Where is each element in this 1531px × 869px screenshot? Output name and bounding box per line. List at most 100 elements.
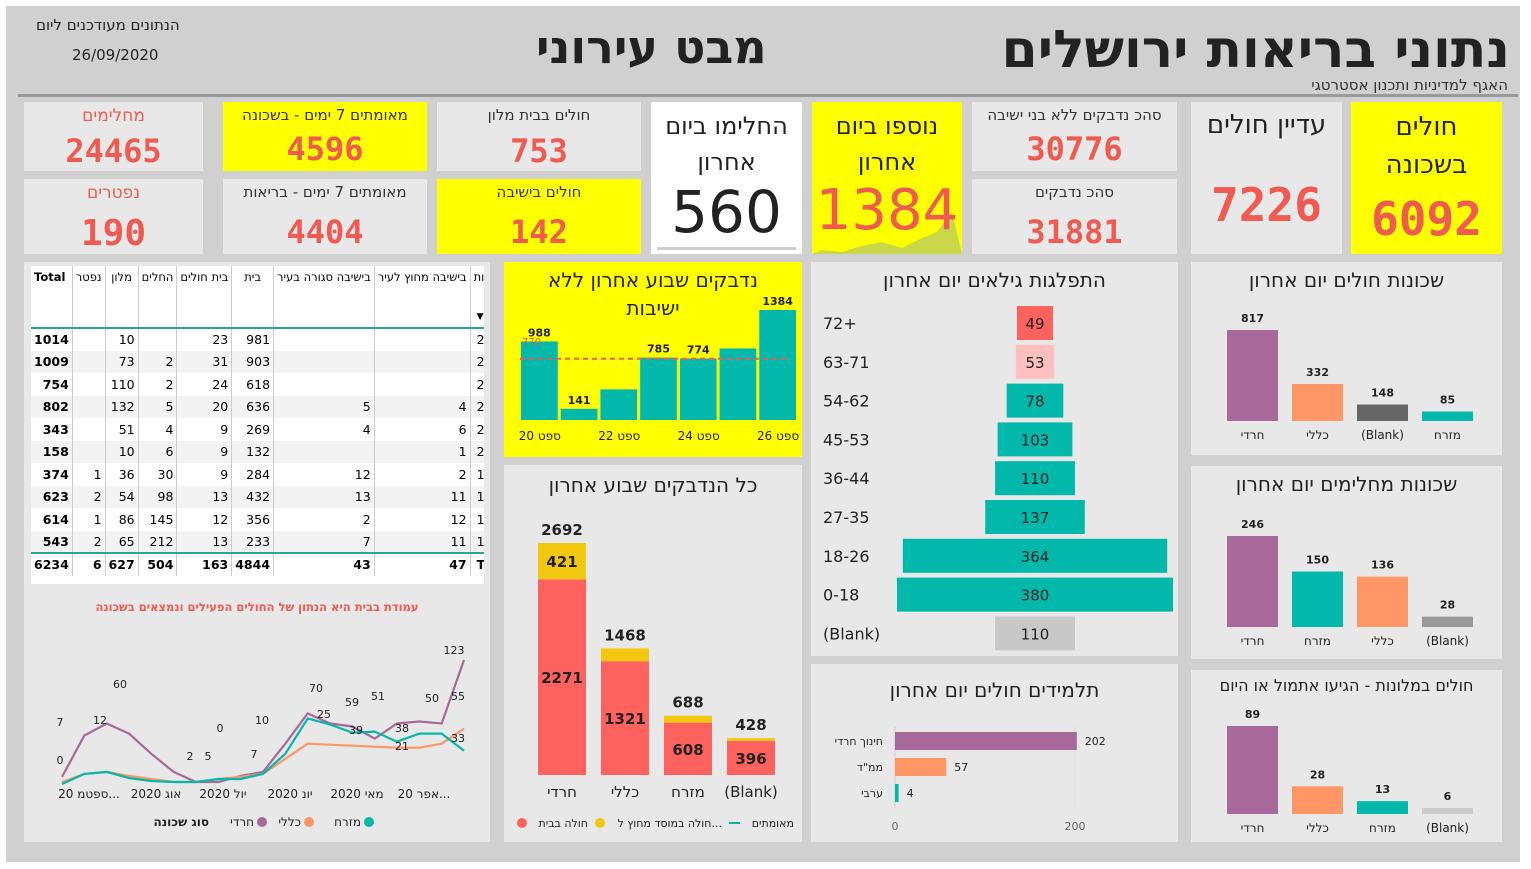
kpi-still-sick: עדיין חולים 7226 xyxy=(1191,102,1342,254)
table-cell xyxy=(72,418,106,441)
category-label: מזרח xyxy=(671,783,705,801)
table-row[interactable]: 8021325206365422/09/2020 xyxy=(31,395,484,418)
table-cell: 374 xyxy=(31,463,73,486)
table-cell: 54 xyxy=(105,485,139,508)
table-cell: 1009 xyxy=(31,350,73,373)
line-annotation: 50 xyxy=(425,692,439,705)
line-annotation: 7 xyxy=(57,716,64,729)
kpi-label: חולים בבית מלון xyxy=(487,106,591,124)
table-body: 1014102398125/09/202010097323190324/09/2… xyxy=(31,328,484,576)
bar xyxy=(1422,411,1473,421)
table-cell xyxy=(72,373,106,396)
bar xyxy=(719,348,757,420)
table-cell xyxy=(374,328,471,351)
chart-title: שכונות מחלימים יום אחרון xyxy=(1235,472,1458,496)
nbhd-recovered-panel: שכונות מחלימים יום אחרון 246 חרדי 150 מזרח 1… xyxy=(1191,466,1502,659)
table-cell: 2 xyxy=(72,485,106,508)
age-distribution-panel: התפלגות גילאים יום אחרון 49 72+ 53 63-71 78 5… xyxy=(811,262,1178,656)
table-row[interactable]: 37413630928412219/09/2020 xyxy=(31,463,484,486)
kpi-label: נפטרים xyxy=(86,183,141,203)
table-cell xyxy=(273,350,375,373)
bar xyxy=(895,758,947,776)
data-label: 785 xyxy=(647,343,670,356)
table-cell: 30 xyxy=(138,463,178,486)
line-annotation: 70 xyxy=(309,682,323,695)
table-row[interactable]: 6232549813432131118/09/2020 xyxy=(31,485,484,508)
line-annotation: 0 xyxy=(57,754,64,767)
table-cell: 754 xyxy=(31,373,73,396)
kpi-value: 6092 xyxy=(1371,192,1482,246)
col-recovered[interactable]: החלים xyxy=(138,266,178,328)
tick-label: 0 xyxy=(892,820,899,833)
col-date[interactable]: מועד איתור בריאות ▼ xyxy=(470,266,484,328)
tick-label: 200 xyxy=(1065,820,1086,833)
col-hospital[interactable]: בית חולים xyxy=(176,266,233,328)
tick-label: ספט 26 xyxy=(757,429,799,443)
table-cell: 6 xyxy=(138,440,178,463)
table-cell: 802 xyxy=(31,395,73,418)
table-cell: 132 xyxy=(231,440,275,463)
nbhd-sick-panel: שכונות חולים יום אחרון 817 חרדי 332 כללי 148… xyxy=(1191,262,1502,455)
table-cell: 233 xyxy=(231,530,275,553)
bar xyxy=(560,408,598,420)
table-cell: 11 xyxy=(374,530,471,553)
data-label: 1321 xyxy=(604,710,646,728)
col-yeshiva-in[interactable]: בישיבה סגורה בעיר xyxy=(273,266,375,328)
dashboard-subtitle: האגף למדיניות ותכנון אסטרטגי xyxy=(1311,76,1508,94)
col-hotel[interactable]: מלון xyxy=(105,266,139,328)
data-table-wrap[interactable]: Total נפטר מלון החלים בית חולים בית בישי… xyxy=(31,266,484,584)
weekly-no-yeshiva-chart[interactable]: 988 141 785 774 1384 770 ספט 20 ספט 22 ספט 24 ספט… xyxy=(504,262,802,457)
table-cell: 132 xyxy=(105,395,139,418)
students-sick-chart[interactable]: 202 חינוך חרדי 57 ממ"ד 4 ערבי 0 200 xyxy=(811,664,1178,842)
col-total[interactable]: Total xyxy=(31,266,73,328)
nbhd-sick-chart[interactable]: 817 חרדי 332 כללי 148 (Blank) 85 מזרח xyxy=(1191,262,1502,455)
data-label: 57 xyxy=(954,761,968,774)
data-label: 78 xyxy=(1025,393,1044,411)
legend-dot xyxy=(257,817,267,827)
data-label: 148 xyxy=(1371,387,1394,400)
total-label: 428 xyxy=(735,716,766,734)
nbhd-recovered-chart[interactable]: 246 חרדי 150 מזרח 136 כללי 28 (Blank) xyxy=(1191,466,1502,659)
bar xyxy=(679,358,717,420)
table-cell: 356 xyxy=(231,508,275,531)
col-deceased[interactable]: נפטר xyxy=(72,266,106,328)
sort-desc-icon[interactable]: ▼ xyxy=(476,312,484,322)
dashboard-title: נתוני בריאות ירושלים xyxy=(1001,20,1510,80)
age-distribution-chart[interactable]: 49 72+ 53 63-71 78 54-62 103 45-53 110 36-44 137 27… xyxy=(811,262,1178,656)
age-label: (Blank) xyxy=(823,624,880,643)
table-cell xyxy=(273,328,375,351)
table-cell: 158 xyxy=(31,440,73,463)
table-cell: 432 xyxy=(231,485,275,508)
data-label: 137 xyxy=(1021,509,1050,527)
table-cell: 25/09/2020 xyxy=(470,328,484,351)
category-label: מזרח xyxy=(1434,428,1461,442)
table-cell: 981 xyxy=(231,328,275,351)
table-row[interactable]: 6141861451235621217/09/2020 xyxy=(31,508,484,531)
table-cell: 12 xyxy=(273,463,375,486)
line-annotation: 5 xyxy=(205,750,212,763)
col-home[interactable]: בית xyxy=(231,266,275,328)
data-label: 6 xyxy=(1444,790,1452,803)
hotel-sick-chart[interactable]: 89 חרדי 28 כללי 13 מזרח 6 (Blank) xyxy=(1191,670,1502,842)
legend-item-home: חולה בבית xyxy=(538,817,588,830)
kpi-recovered: מחלימים 24465 xyxy=(24,102,203,171)
age-bar xyxy=(1015,344,1055,379)
data-label: 28 xyxy=(1310,768,1325,781)
weekly-by-type-chart[interactable]: 2271 421 2692 חרדי 1321 1468 כללי 608 688 מזרח 396… xyxy=(504,465,802,842)
bar-institution xyxy=(601,648,649,662)
table-cell: 13 xyxy=(273,485,375,508)
tick-label: אפר 20... xyxy=(398,787,451,801)
tick-label: יול 2020 xyxy=(199,787,246,801)
data-label: 202 xyxy=(1085,735,1106,748)
students-sick-panel: תלמידים חולים יום אחרון 202 חינוך חרדי 57 מ… xyxy=(811,664,1178,842)
kpi-total-infected: סהכ נדבקים 31881 xyxy=(972,179,1177,254)
table-cell: 65 xyxy=(105,530,139,553)
col-yeshiva-out[interactable]: בישיבה מחוץ לעיר xyxy=(374,266,471,328)
